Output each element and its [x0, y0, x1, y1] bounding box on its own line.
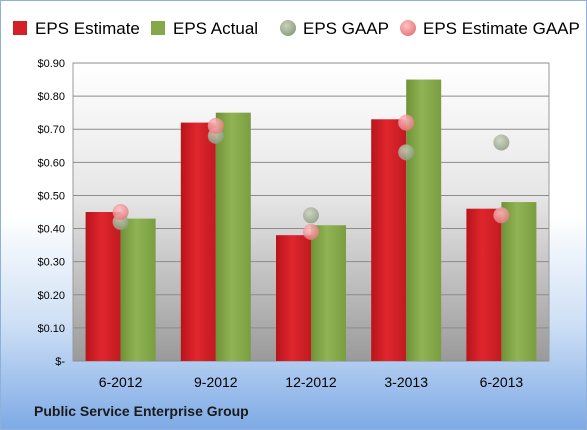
legend-swatch: [400, 20, 416, 36]
y-tick-label: $0.20: [37, 290, 65, 302]
y-axis: $- $0.10 $0.20 $0.30 $0.40 $0.50 $0.60 $0.70 $0.…: [37, 58, 65, 368]
legend-item-eps-actual: EPS Actual: [151, 19, 258, 38]
bar-eps-estimate: [85, 212, 121, 361]
legend-swatch: [280, 20, 296, 36]
scatter-points: [112, 114, 510, 240]
y-tick-label: $0.80: [37, 91, 65, 103]
bar-eps-estimate: [180, 122, 216, 361]
legend-label: EPS Estimate GAAP: [423, 19, 580, 38]
bar-eps-actual: [311, 225, 346, 361]
x-tick-label: 12-2012: [285, 374, 337, 390]
bars: [85, 79, 537, 362]
bar-eps-estimate: [466, 208, 502, 361]
legend-swatch: [13, 21, 27, 35]
point-eps-estimate-gaap: [398, 114, 415, 131]
x-tick-label: 9-2012: [194, 374, 238, 390]
y-tick-label: $0.40: [37, 224, 65, 236]
y-tick-label: $0.90: [37, 58, 65, 70]
bar-eps-estimate: [371, 119, 407, 362]
y-tick-label: $-: [55, 356, 65, 368]
company-name: Public Service Enterprise Group: [34, 403, 249, 419]
point-eps-gaap: [398, 144, 415, 161]
x-tick-label: 3-2013: [384, 374, 428, 390]
legend-item-eps-estimate-gaap: EPS Estimate GAAP: [400, 19, 580, 38]
legend-item-eps-estimate: EPS Estimate: [13, 19, 140, 38]
legend-item-eps-gaap: EPS GAAP: [280, 19, 389, 38]
y-tick-label: $0.60: [37, 157, 65, 169]
legend-label: EPS Estimate: [35, 19, 140, 38]
bar-eps-actual: [215, 112, 251, 362]
legend: EPS Estimate EPS Actual EPS GAAP EPS Estima…: [13, 19, 580, 38]
legend-label: EPS GAAP: [303, 19, 389, 38]
x-tick-label: 6-2013: [480, 374, 524, 390]
point-eps-estimate-gaap: [207, 117, 224, 134]
point-eps-estimate-gaap: [303, 223, 319, 240]
y-tick-label: $0.30: [37, 257, 65, 269]
bar-eps-actual: [501, 202, 537, 361]
y-tick-label: $0.50: [37, 190, 65, 202]
legend-label: EPS Actual: [173, 19, 258, 38]
x-tick-label: 6-2012: [99, 374, 143, 390]
bar-eps-actual: [120, 218, 156, 361]
x-axis: 6-2012 9-2012 12-2012 3-2013 6-2013: [99, 374, 524, 390]
bar-eps-estimate: [276, 235, 311, 361]
legend-swatch: [151, 21, 165, 35]
y-tick-label: $0.10: [37, 323, 65, 335]
y-tick-label: $0.70: [37, 124, 65, 136]
point-eps-estimate-gaap: [112, 204, 129, 220]
point-eps-gaap: [493, 134, 510, 151]
point-eps-gaap: [303, 207, 319, 224]
point-eps-estimate-gaap: [493, 207, 510, 224]
